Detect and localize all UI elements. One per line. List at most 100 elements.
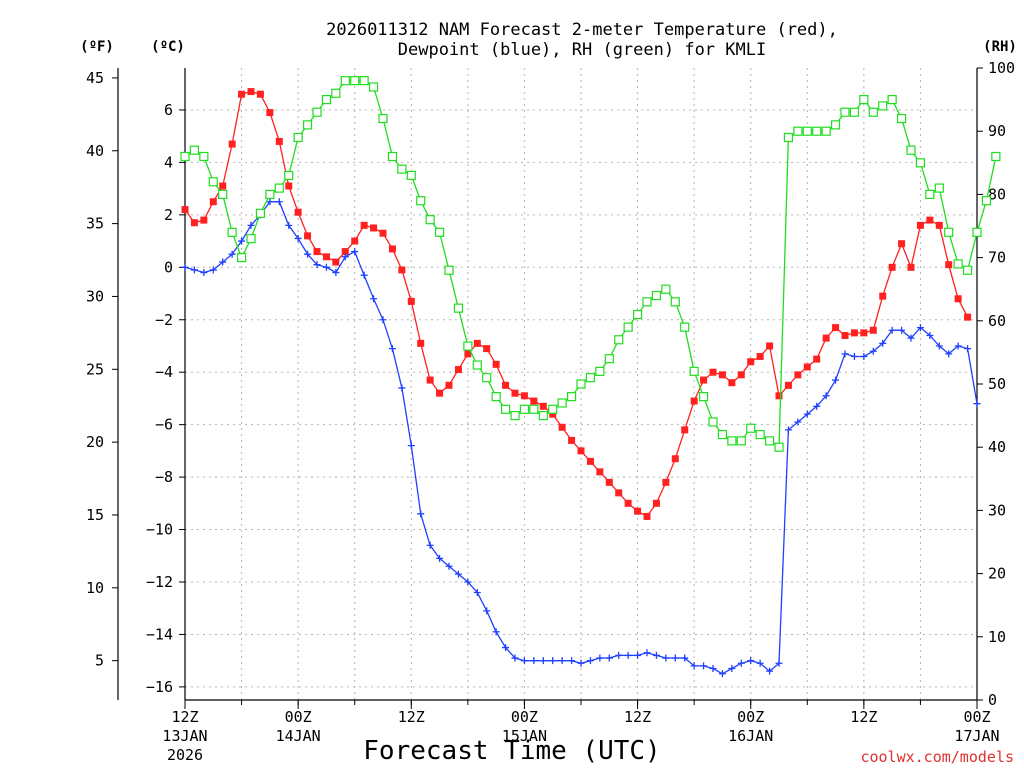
celsius-tick-label: −8	[155, 468, 173, 486]
temperature-point	[219, 182, 227, 190]
dewpoint-point	[662, 654, 670, 662]
temperature-point	[615, 489, 623, 497]
rh-tick-label: 60	[988, 312, 1006, 330]
rh-point	[265, 189, 275, 199]
date-tick-label: 13JAN	[162, 727, 207, 745]
rh-point	[255, 208, 266, 218]
rh-point	[689, 366, 699, 376]
temperature-point	[860, 329, 868, 337]
temperature-point	[407, 297, 415, 305]
dewpoint-point	[832, 376, 840, 384]
temperature-point	[700, 376, 708, 384]
dewpoint-point	[596, 654, 604, 662]
dewpoint-point	[756, 659, 764, 667]
temperature-point	[181, 206, 189, 214]
dewpoint-point	[907, 334, 915, 342]
temperature-point	[464, 350, 472, 358]
dewpoint-point	[737, 659, 745, 667]
temperature-point	[190, 219, 198, 227]
dewpoint-point	[313, 261, 321, 269]
rh-point	[934, 183, 944, 193]
celsius-tick-label: 4	[164, 153, 173, 171]
rh-point	[727, 436, 737, 446]
credit-text: coolwx.com/models	[860, 748, 1014, 766]
dewpoint-point	[586, 657, 594, 665]
temperature-point	[586, 457, 594, 465]
temperature-point	[539, 402, 547, 410]
temperature-point	[926, 216, 934, 224]
rh-point	[387, 151, 398, 162]
rh-unit-label: (RH)	[983, 39, 1017, 55]
rh-point	[632, 309, 643, 320]
temperature-point	[398, 266, 406, 274]
temperature-point	[379, 229, 387, 237]
dewpoint-point	[464, 578, 472, 586]
dewpoint-point	[520, 657, 528, 665]
fahrenheit-tick-label: 5	[95, 652, 104, 670]
rh-tick-label: 90	[988, 122, 1006, 140]
temperature-point	[964, 313, 972, 321]
temperature-point	[916, 221, 924, 229]
dewpoint-point	[360, 271, 368, 279]
dewpoint-point	[539, 657, 547, 665]
dewpoint-point	[860, 352, 868, 360]
temperature-point	[954, 295, 962, 303]
rh-point	[227, 227, 237, 237]
title-line-1: 2026011312 NAM Forecast 2-meter Temperat…	[326, 20, 838, 40]
temperature-point	[200, 216, 208, 224]
dewpoint-point	[671, 654, 679, 662]
temperature-point	[360, 221, 368, 229]
temperature-point	[304, 232, 312, 240]
rh-point	[331, 88, 341, 98]
rh-point	[793, 126, 803, 136]
rh-point	[368, 82, 379, 92]
dewpoint-point	[398, 384, 406, 392]
dewpoint-point	[209, 266, 217, 274]
time-tick-label: 12Z	[624, 708, 651, 726]
dewpoint-point	[247, 221, 255, 229]
temperature-point	[794, 371, 802, 379]
rh-point	[774, 442, 784, 452]
rh-point	[529, 404, 539, 414]
rh-point	[812, 126, 822, 136]
temperature-point	[511, 389, 519, 397]
rh-point	[981, 196, 992, 206]
temperature-point	[756, 352, 764, 360]
rh-point	[359, 76, 369, 86]
temperature-point	[813, 355, 821, 363]
rh-point	[482, 373, 492, 383]
dewpoint-point	[285, 221, 293, 229]
celsius-unit-label: (ºC)	[151, 39, 185, 55]
dewpoint-point	[341, 253, 349, 261]
dewpoint-point	[304, 250, 312, 258]
temperature-point	[907, 263, 915, 271]
rh-point	[868, 107, 878, 117]
temperature-point	[888, 263, 896, 271]
temperature-point	[775, 392, 783, 400]
temperature-point	[341, 248, 349, 256]
axes	[112, 67, 983, 709]
dewpoint-point	[379, 316, 387, 324]
dewpoint-point	[322, 263, 330, 271]
temperature-point	[417, 339, 425, 347]
temperature-point	[454, 366, 462, 374]
fahrenheit-tick-label: 40	[86, 142, 104, 160]
dewpoint-point	[445, 562, 453, 570]
temperature-point	[436, 389, 444, 397]
rh-point	[944, 227, 954, 237]
dewpoint-point	[275, 198, 283, 206]
temperature-point	[577, 447, 585, 455]
series-line	[184, 90, 969, 518]
data-series	[180, 76, 1001, 678]
dewpoint-point	[850, 352, 858, 360]
rh-point	[604, 354, 614, 364]
celsius-tick-label: 2	[164, 206, 173, 224]
dewpoint-point	[926, 331, 934, 339]
rh-point	[595, 366, 605, 376]
rh-point	[576, 379, 586, 389]
dewpoint-point	[747, 657, 755, 665]
dewpoint-point	[558, 657, 566, 665]
temperature-point	[228, 140, 236, 148]
rh-point	[472, 360, 482, 370]
temperature-point	[681, 426, 689, 434]
